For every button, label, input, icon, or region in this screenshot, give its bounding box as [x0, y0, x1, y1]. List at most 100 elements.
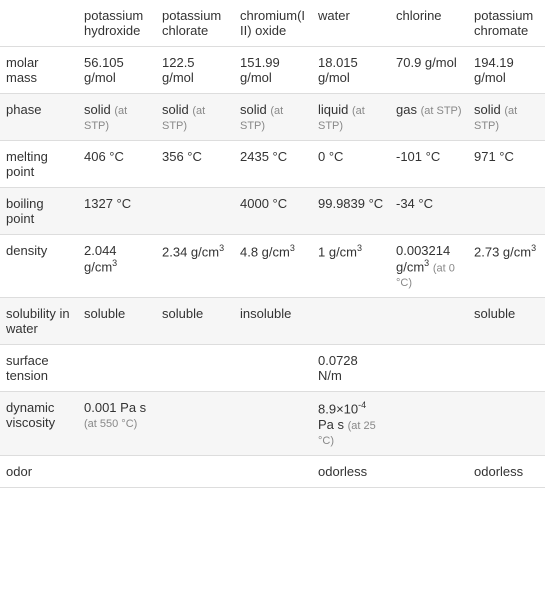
table-cell: [390, 455, 468, 487]
cell-value: 99.9839 °C: [318, 196, 383, 211]
table-cell: 151.99 g/mol: [234, 47, 312, 94]
cell-value: 2.34 g/cm: [162, 244, 219, 259]
table-cell: 0.003214 g/cm3 (at 0 °C): [390, 235, 468, 298]
cell-value: 0.0728 N/m: [318, 353, 358, 383]
cell-value: soluble: [474, 306, 515, 321]
cell-value: 70.9 g/mol: [396, 55, 457, 70]
table-cell: 4.8 g/cm3: [234, 235, 312, 298]
row-label: dynamic viscosity: [0, 392, 78, 455]
cell-value: 194.19 g/mol: [474, 55, 514, 85]
cell-value: 971 °C: [474, 149, 514, 164]
table-cell: [468, 345, 545, 392]
table-cell: 2.044 g/cm3: [78, 235, 156, 298]
cell-value: gas: [396, 102, 417, 117]
table-cell: [78, 455, 156, 487]
cell-value: 4000 °C: [240, 196, 287, 211]
superscript: 3: [219, 243, 224, 253]
row-label: molar mass: [0, 47, 78, 94]
cell-value: odorless: [318, 464, 367, 479]
table-cell: 122.5 g/mol: [156, 47, 234, 94]
table-cell: 1327 °C: [78, 188, 156, 235]
cell-value: 1 g/cm: [318, 244, 357, 259]
table-cell: [468, 392, 545, 455]
header-empty: [0, 0, 78, 47]
table-body: potassium hydroxidepotassium chloratechr…: [0, 0, 545, 487]
cell-value: 356 °C: [162, 149, 202, 164]
table-cell: insoluble: [234, 298, 312, 345]
cell-value: 406 °C: [84, 149, 124, 164]
cell-value-after: Pa s: [318, 417, 344, 432]
table-row: solubility in watersolublesolubleinsolub…: [0, 298, 545, 345]
table-cell: 99.9839 °C: [312, 188, 390, 235]
table-cell: 971 °C: [468, 141, 545, 188]
table-cell: 2435 °C: [234, 141, 312, 188]
cell-value: solid: [240, 102, 267, 117]
table-cell: odorless: [312, 455, 390, 487]
table-cell: 0 °C: [312, 141, 390, 188]
cell-value: liquid: [318, 102, 348, 117]
header-cell: water: [312, 0, 390, 47]
cell-value: odorless: [474, 464, 523, 479]
properties-table: potassium hydroxidepotassium chloratechr…: [0, 0, 545, 488]
table-cell: [234, 455, 312, 487]
cell-value: solid: [474, 102, 501, 117]
table-cell: 1 g/cm3: [312, 235, 390, 298]
table-cell: soluble: [78, 298, 156, 345]
table-cell: 2.73 g/cm3: [468, 235, 545, 298]
cell-value: 0.001 Pa s: [84, 400, 146, 415]
table-cell: 56.105 g/mol: [78, 47, 156, 94]
table-cell: [390, 345, 468, 392]
table-row: phasesolid (at STP)solid (at STP)solid (…: [0, 94, 545, 141]
table-cell: [234, 345, 312, 392]
table-cell: [78, 345, 156, 392]
table-cell: [312, 298, 390, 345]
table-cell: 4000 °C: [234, 188, 312, 235]
table-cell: 18.015 g/mol: [312, 47, 390, 94]
table-cell: liquid (at STP): [312, 94, 390, 141]
table-cell: 0.0728 N/m: [312, 345, 390, 392]
superscript: 3: [290, 243, 295, 253]
cell-value: solid: [84, 102, 111, 117]
table-row: odor odorless odorless: [0, 455, 545, 487]
table-cell: gas (at STP): [390, 94, 468, 141]
row-label: boiling point: [0, 188, 78, 235]
cell-value: 8.9×10: [318, 402, 358, 417]
table-cell: 2.34 g/cm3: [156, 235, 234, 298]
cell-value: 1327 °C: [84, 196, 131, 211]
row-label: melting point: [0, 141, 78, 188]
table-cell: [234, 392, 312, 455]
cell-value: 18.015 g/mol: [318, 55, 358, 85]
table-header-row: potassium hydroxidepotassium chloratechr…: [0, 0, 545, 47]
cell-value: -34 °C: [396, 196, 433, 211]
row-label: odor: [0, 455, 78, 487]
table-cell: [156, 455, 234, 487]
table-cell: [468, 188, 545, 235]
table-cell: soluble: [468, 298, 545, 345]
row-label: surface tension: [0, 345, 78, 392]
superscript: 3: [112, 258, 117, 268]
cell-value: 151.99 g/mol: [240, 55, 280, 85]
table-cell: -34 °C: [390, 188, 468, 235]
table-row: surface tension 0.0728 N/m: [0, 345, 545, 392]
cell-value: 2.73 g/cm: [474, 244, 531, 259]
header-cell: potassium chromate: [468, 0, 545, 47]
table-cell: [156, 188, 234, 235]
cell-value: 122.5 g/mol: [162, 55, 195, 85]
table-cell: [156, 345, 234, 392]
cell-value: soluble: [84, 306, 125, 321]
table-cell: [156, 392, 234, 455]
cell-value: 4.8 g/cm: [240, 244, 290, 259]
cell-note: (at STP): [421, 105, 462, 117]
table-row: melting point 406 °C 356 °C 2435 °C0 °C-101…: [0, 141, 545, 188]
table-row: boiling point 1327 °C 4000 °C 99.9839 °C -34…: [0, 188, 545, 235]
cell-value: soluble: [162, 306, 203, 321]
table-cell: soluble: [156, 298, 234, 345]
row-label: phase: [0, 94, 78, 141]
cell-value: solid: [162, 102, 189, 117]
header-cell: potassium hydroxide: [78, 0, 156, 47]
table-row: density2.044 g/cm32.34 g/cm34.8 g/cm31 g…: [0, 235, 545, 298]
superscript: -4: [358, 400, 366, 410]
table-cell: 0.001 Pa s (at 550 °C): [78, 392, 156, 455]
table-cell: -101 °C: [390, 141, 468, 188]
superscript: 3: [357, 243, 362, 253]
